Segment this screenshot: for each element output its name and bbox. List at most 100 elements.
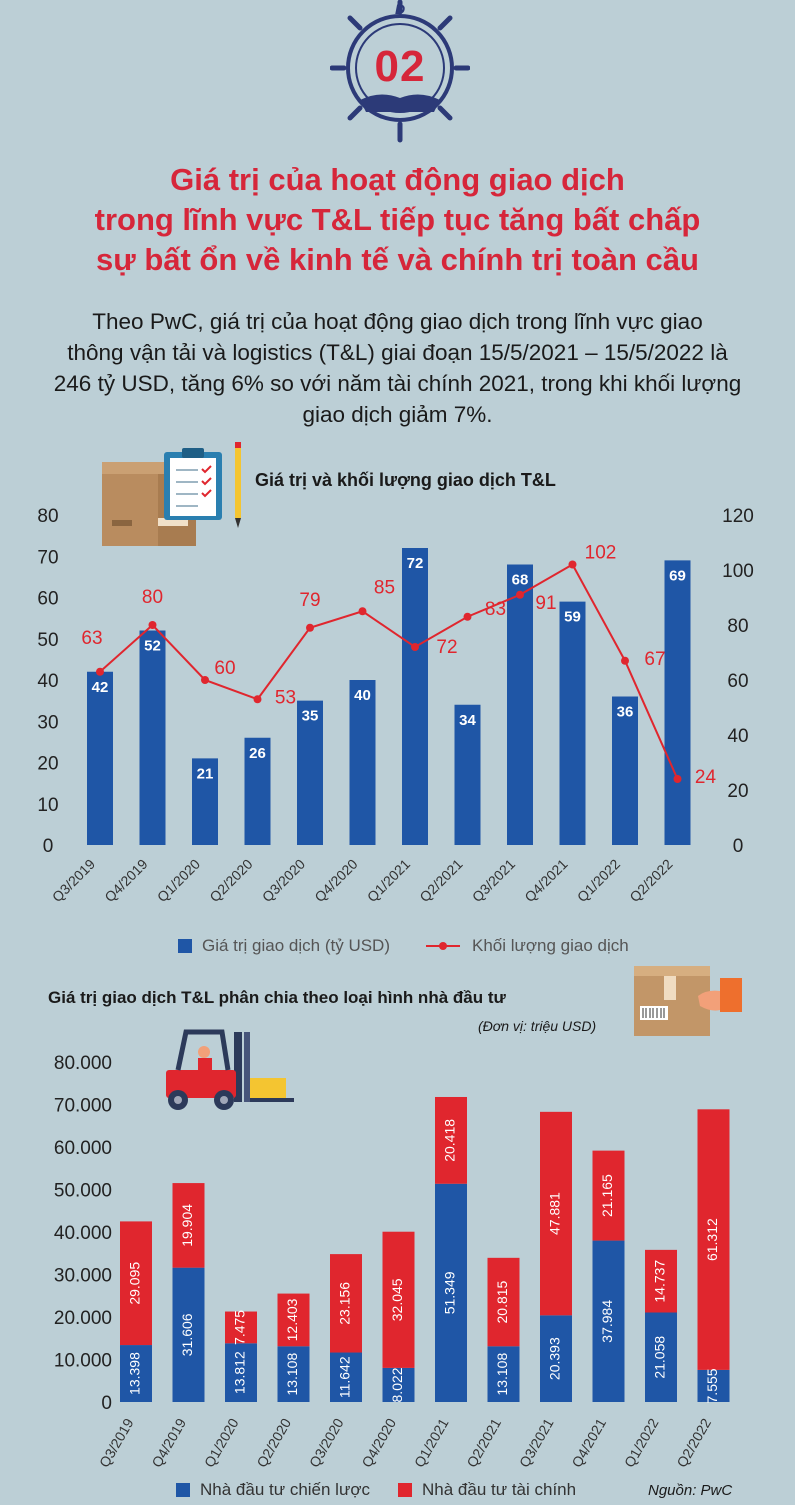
legend-label-value: Giá trị giao dịch (tỷ USD) [202, 936, 390, 955]
volume-point-label: 91 [535, 593, 556, 614]
left-axis-tick: 20 [37, 754, 58, 775]
value-bar [139, 630, 166, 845]
left-axis-tick: 60 [37, 589, 58, 610]
chart2-svg: 0 10.000 20.000 30.000 40.000 50.000 60.000 70.… [54, 1053, 730, 1470]
value-bar-label: 72 [407, 555, 424, 572]
value-bar [507, 564, 533, 845]
financial-bar [225, 1311, 257, 1344]
volume-point-label: 80 [142, 587, 163, 608]
volume-point-label: 83 [485, 599, 506, 620]
x-axis-tick: Q2/2022 [673, 1415, 714, 1470]
value-bar-label: 26 [249, 745, 266, 762]
headline-line-3: sự bất ổn về kinh tế và chính trị toàn c… [96, 242, 699, 277]
x-axis-tick: Q4/2020 [311, 856, 360, 905]
value-bar [192, 758, 218, 845]
volume-line [99, 563, 679, 780]
y-axis-tick: 40.000 [54, 1223, 112, 1244]
boxes-clipboard-icon [102, 442, 241, 546]
legend-label-strategic: Nhà đầu tư chiến lược [200, 1480, 370, 1499]
financial-bar [172, 1183, 205, 1268]
volume-point-label: 72 [436, 637, 457, 658]
intro-paragraph: Theo PwC, giá trị của hoạt động giao dịc… [10, 306, 785, 430]
strategic-bar-label: 13.812 [232, 1351, 248, 1394]
value-bar-label: 69 [669, 567, 686, 584]
financial-bar-label: 47.881 [547, 1192, 563, 1235]
intro-line-3: 246 tỷ USD, tăng 6% so với năm tài chính… [53, 371, 742, 396]
value-bar [349, 680, 376, 845]
legend-swatch-volume [426, 942, 460, 950]
right-axis-tick: 20 [727, 781, 748, 802]
volume-point [673, 775, 682, 783]
x-axis-tick: Q1/2021 [364, 856, 413, 905]
financial-bar-label: 21.165 [599, 1174, 615, 1217]
volume-point [148, 621, 157, 629]
value-bar-label: 40 [354, 687, 371, 704]
financial-bar [540, 1111, 572, 1316]
intro-line-1: Theo PwC, giá trị của hoạt động giao dịc… [92, 309, 703, 334]
value-bar [454, 704, 481, 845]
financial-bar [277, 1293, 310, 1347]
legend-swatch-value [178, 939, 192, 953]
x-axis-tick: Q1/2022 [574, 856, 623, 905]
volume-point [463, 612, 472, 621]
financial-bar [645, 1249, 677, 1313]
left-axis-tick: 50 [37, 630, 58, 651]
volume-point-label: 85 [374, 577, 395, 598]
legend-swatch-financial [398, 1483, 412, 1497]
left-axis-tick: 30 [37, 712, 58, 733]
y-axis-tick: 80.000 [54, 1053, 112, 1074]
x-axis-tick: Q3/2019 [96, 1415, 137, 1470]
strategic-bar [487, 1346, 520, 1402]
volume-point-label: 24 [695, 767, 717, 788]
financial-bar [382, 1231, 415, 1368]
strategic-bar [120, 1345, 152, 1402]
financial-bar-label: 14.737 [652, 1260, 668, 1303]
strategic-bar [277, 1346, 310, 1402]
volume-point [96, 667, 104, 676]
value-bar [402, 548, 428, 845]
strategic-bar-label: 13.108 [494, 1353, 510, 1396]
strategic-bar-label: 11.642 [337, 1356, 353, 1398]
value-bar [612, 696, 638, 845]
volume-point-label: 53 [275, 687, 296, 708]
headline-line-2: trong lĩnh vực T&L tiếp tục tăng bất chấ… [94, 202, 701, 237]
value-bar-label: 35 [302, 708, 319, 725]
strategic-bar-label: 13.108 [284, 1353, 300, 1396]
value-bar [559, 601, 586, 845]
value-bar [87, 671, 113, 845]
intro-line-4: giao dịch giảm 7%. [302, 402, 493, 427]
right-axis-tick: 0 [733, 836, 744, 857]
left-axis-tick: 70 [37, 547, 58, 568]
x-axis-tick: Q4/2019 [148, 1415, 189, 1470]
ship-wheel-badge: D 02 [329, 0, 471, 150]
y-axis-tick: 70.000 [54, 1096, 112, 1117]
y-axis-tick: 10.000 [54, 1351, 112, 1372]
value-bar-label: 52 [144, 638, 161, 655]
financial-bar [487, 1257, 520, 1347]
headline-line-1: Giá trị của hoạt động giao dịch [170, 162, 625, 197]
headline: Giá trị của hoạt động giao dịch trong lĩ… [20, 160, 775, 280]
intro-line-2: thông vận tải và logistics (T&L) giai đo… [67, 340, 728, 365]
strategic-bar [172, 1267, 205, 1402]
strategic-bar [382, 1367, 415, 1402]
strategic-bar [435, 1183, 467, 1402]
y-axis-tick: 60.000 [54, 1138, 112, 1159]
x-axis-tick: Q2/2021 [463, 1415, 504, 1470]
value-bar-label: 42 [92, 679, 109, 696]
legend-label-financial: Nhà đầu tư tài chính [422, 1480, 577, 1499]
right-axis-tick: 120 [722, 506, 754, 527]
value-bar [244, 737, 271, 845]
x-axis-tick: Q1/2020 [154, 856, 203, 905]
financial-bar-label: 20.418 [442, 1119, 458, 1162]
financial-bar-label: 20.815 [494, 1280, 510, 1323]
volume-point [306, 623, 314, 632]
chart2-title: Giá trị giao dịch T&L phân chia theo loạ… [48, 988, 506, 1007]
strategic-bar-label: 8.022 [389, 1367, 405, 1402]
x-axis-tick: Q3/2021 [516, 1415, 557, 1470]
y-axis-tick: 50.000 [54, 1181, 112, 1202]
strategic-bar [645, 1312, 677, 1402]
chart2-legend: Nhà đầu tư chiến lược Nhà đầu tư tài chí… [176, 1480, 576, 1500]
chart1-legend: Giá trị giao dịch (tỷ USD) Khối lượng gi… [178, 936, 629, 956]
volume-point-label: 79 [299, 590, 320, 611]
strategic-bar-label: 31.606 [179, 1313, 195, 1356]
